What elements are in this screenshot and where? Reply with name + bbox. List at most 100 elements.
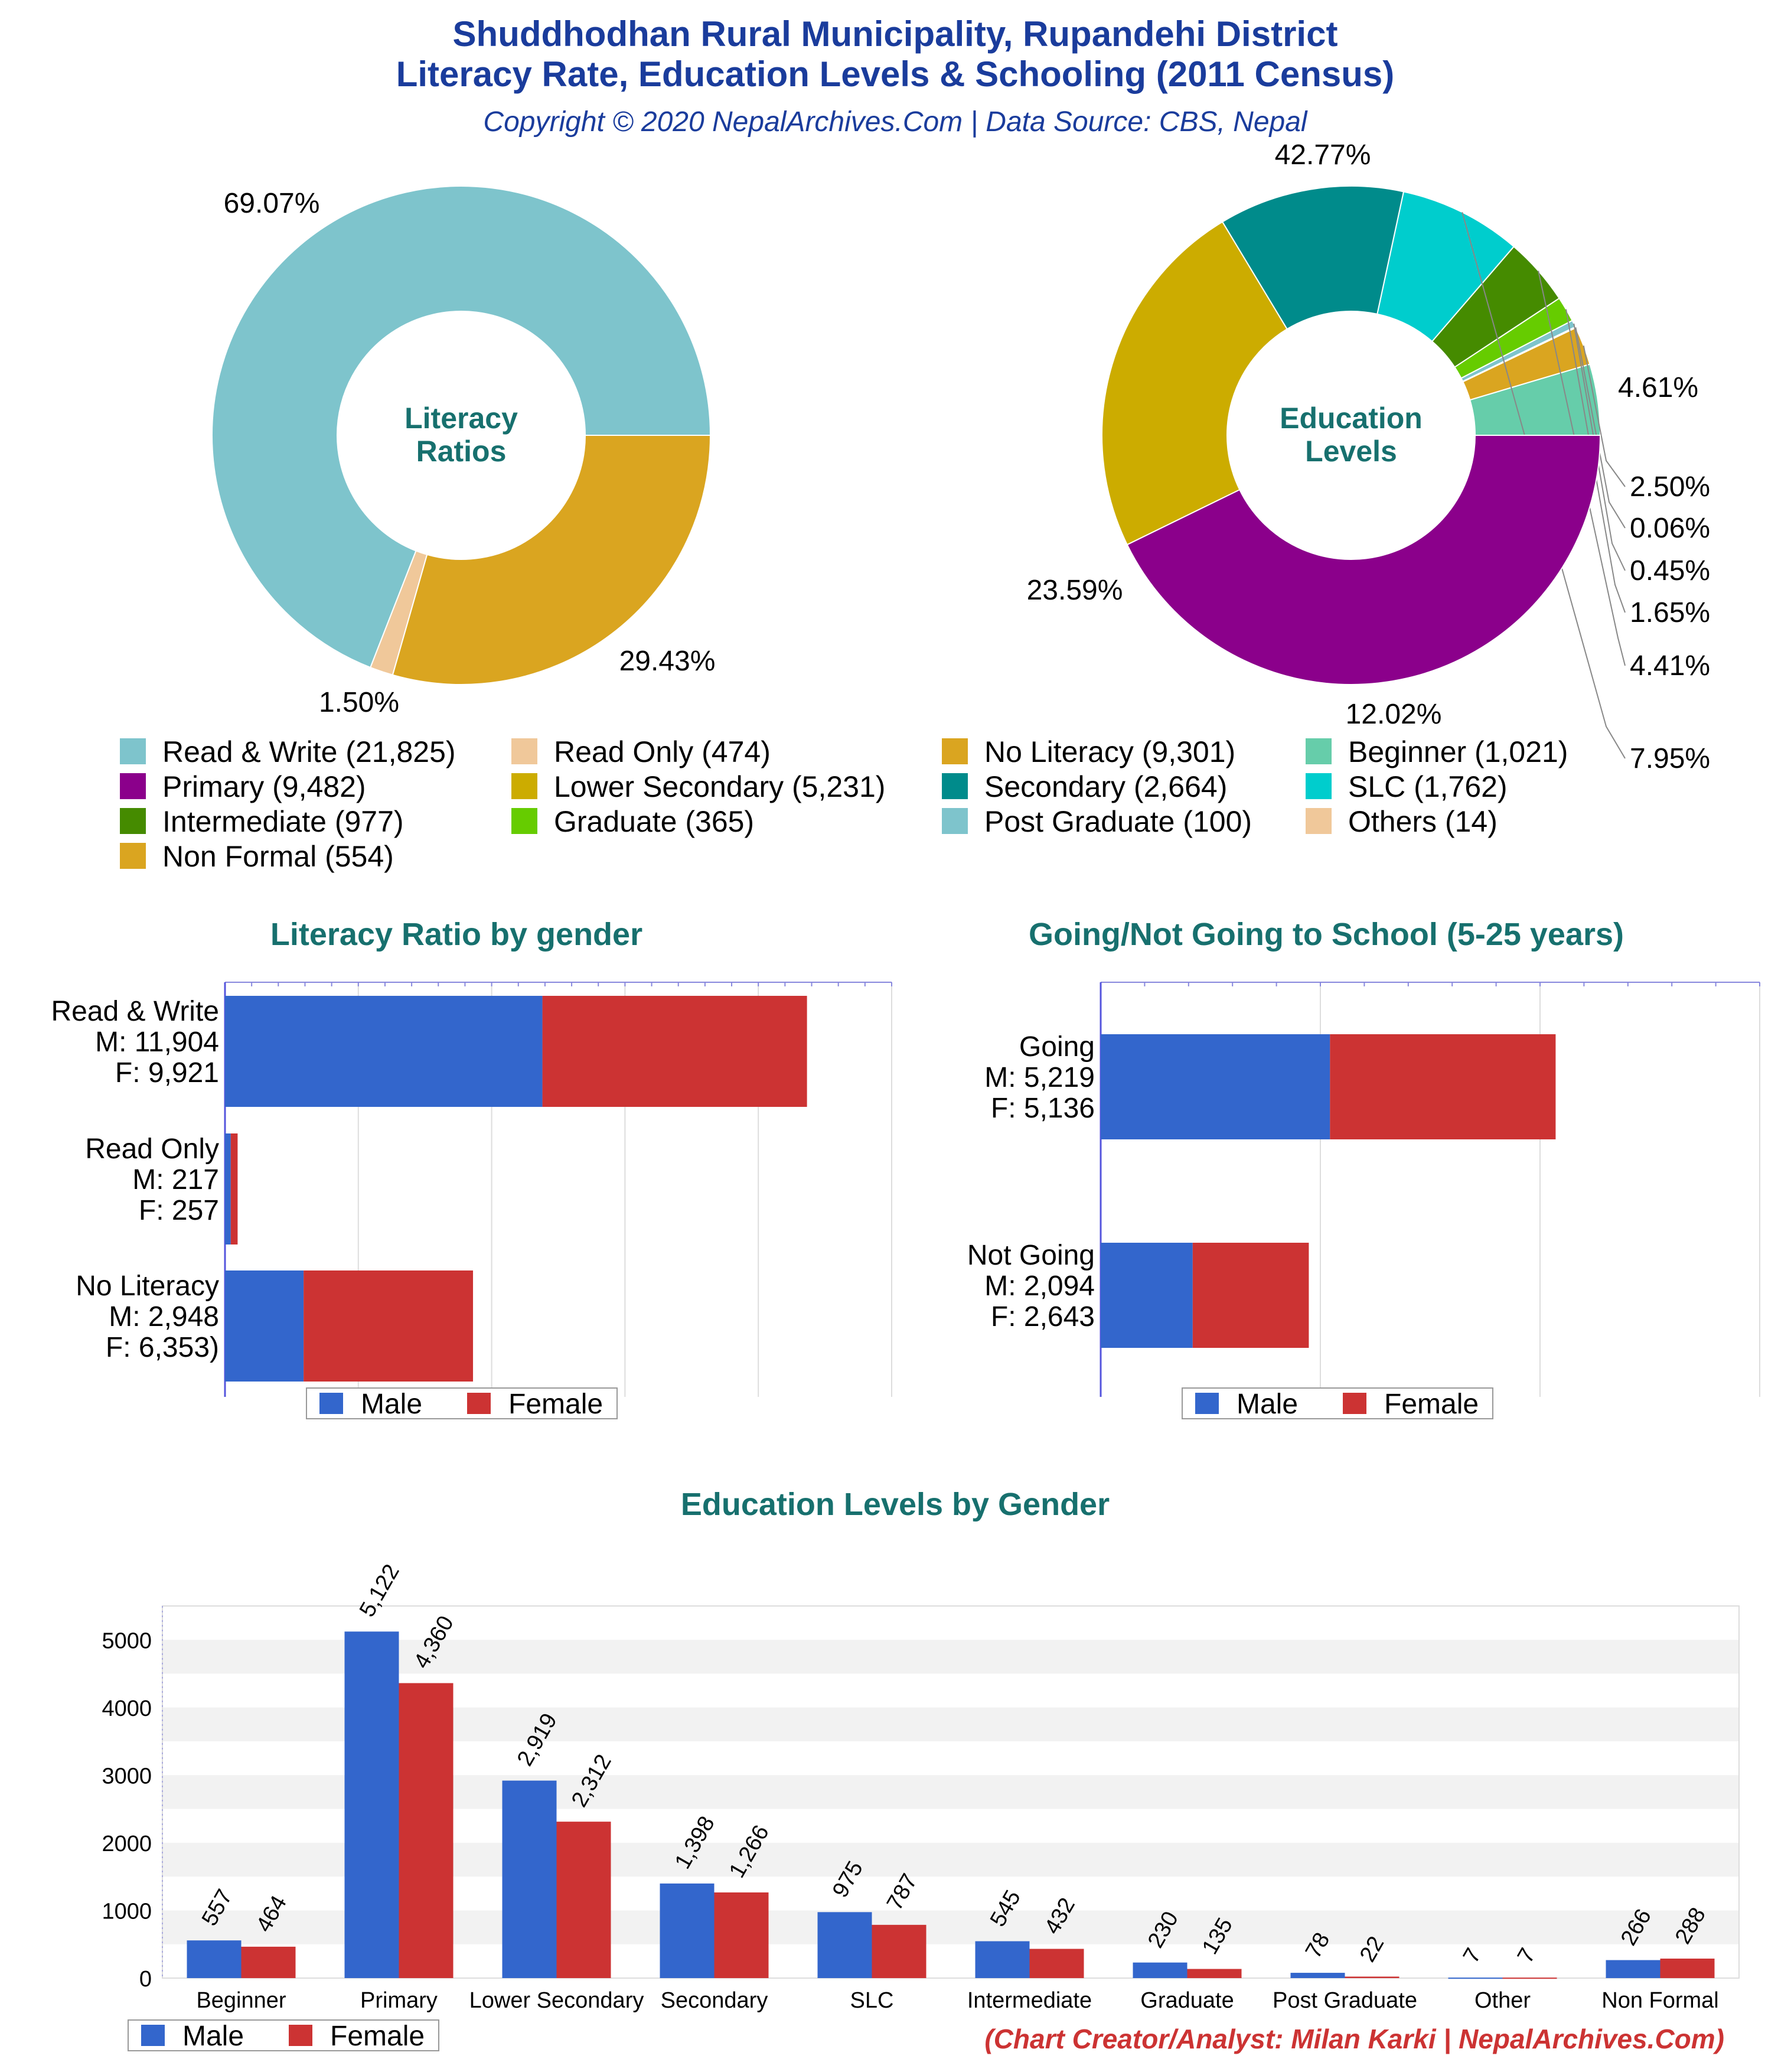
donut-legend: Read & Write (21,825) Read Only (474) No L… <box>120 735 1568 873</box>
slice-leader-line <box>1573 323 1626 571</box>
legend-swatch <box>120 808 146 834</box>
category-label: F: 5,136 <box>991 1093 1095 1124</box>
legend-swatch <box>120 843 146 869</box>
category-label: M: 2,948 <box>109 1301 219 1333</box>
bar-male <box>1101 1034 1330 1139</box>
legend-label: Graduate (365) <box>554 805 754 838</box>
legend-swatch <box>511 738 537 764</box>
legend-swatch <box>942 773 968 799</box>
donut-center-label: Literacy <box>404 402 518 435</box>
slice-leader-line <box>1538 271 1626 666</box>
slice-percent-label: 12.02% <box>1346 699 1442 730</box>
legend-swatch <box>511 808 537 834</box>
bar-female <box>1502 1977 1557 1979</box>
donut-hole <box>337 311 585 559</box>
legend-swatch-female <box>289 2025 312 2046</box>
x-category-label: Intermediate <box>967 1988 1092 2013</box>
x-category-label: SLC <box>850 1988 894 2013</box>
slice-percent-label: 4.41% <box>1630 650 1710 682</box>
legend-label: Read Only (474) <box>554 735 771 768</box>
legend-box <box>306 1387 618 1419</box>
legend-label-female: Female <box>330 2021 425 2052</box>
bar-male <box>225 996 543 1107</box>
donut-center-label: Education <box>1280 402 1423 435</box>
legend-label: Non Formal (554) <box>162 840 394 873</box>
main-title-line1: Shuddhodhan Rural Municipality, Rupandeh… <box>453 14 1338 54</box>
category-label: F: 257 <box>139 1195 219 1226</box>
bar-male <box>187 1940 242 1978</box>
slice-percent-label: 1.65% <box>1630 597 1710 628</box>
category-label: Going <box>1019 1031 1095 1063</box>
legend-label: Intermediate (977) <box>162 805 404 838</box>
bar-female <box>556 1822 611 1978</box>
y-tick-label: 0 <box>139 1967 152 1992</box>
x-category-label: Post Graduate <box>1273 1988 1417 2013</box>
slice-percent-label: 42.77% <box>1275 139 1371 171</box>
bar-female <box>1029 1949 1084 1978</box>
y-tick-label: 2000 <box>102 1832 152 1856</box>
category-label: No Literacy <box>76 1270 219 1302</box>
category-label: M: 5,219 <box>984 1062 1095 1093</box>
bar-value-label: 7 <box>1459 1944 1486 1967</box>
legend-label: Lower Secondary (5,231) <box>554 770 885 803</box>
bar-female <box>1330 1034 1556 1139</box>
bar-value-label: 7 <box>1513 1944 1541 1967</box>
bar-female <box>399 1683 454 1978</box>
legend-swatch <box>942 808 968 834</box>
slice-primary <box>1126 435 1601 685</box>
category-label: F: 9,921 <box>115 1057 219 1089</box>
legend-swatch <box>1306 808 1332 834</box>
legend-label-female: Female <box>1384 1389 1479 1420</box>
x-category-label: Graduate <box>1140 1988 1234 2013</box>
education-levels-donut: 4.61% 2.50% 0.06% 0.45% 1.65% 4.41% 7.95% 12.02… <box>1027 139 1711 774</box>
bar-female <box>1660 1959 1715 1978</box>
x-category-label: Primary <box>360 1988 438 2013</box>
bar-female <box>241 1946 296 1978</box>
category-label: M: 2,094 <box>984 1270 1095 1302</box>
bar-male <box>344 1631 399 1978</box>
legend-swatch <box>942 738 968 764</box>
bar-male <box>660 1883 715 1978</box>
literacy-by-gender-title: Literacy Ratio by gender <box>270 917 642 952</box>
bar-male <box>1606 1960 1660 1978</box>
y-tick-label: 1000 <box>102 1899 152 1924</box>
legend-label: Beginner (1,021) <box>1348 735 1568 768</box>
x-category-label: Lower Secondary <box>469 1988 644 2013</box>
legend-label: Secondary (2,664) <box>984 770 1227 803</box>
legend-label: No Literacy (9,301) <box>984 735 1235 768</box>
slice-percent-label: 29.43% <box>619 646 716 677</box>
school-going-title: Going/Not Going to School (5-25 years) <box>1029 917 1624 952</box>
copyright-text: Copyright © 2020 NepalArchives.Com | Dat… <box>483 106 1307 138</box>
slice-percent-label: 0.45% <box>1630 555 1710 587</box>
legend-label: Others (14) <box>1348 805 1498 838</box>
x-category-label: Non Formal <box>1601 1988 1719 2013</box>
legend-label-female: Female <box>508 1389 603 1420</box>
slice-percent-label: 0.06% <box>1630 513 1710 544</box>
bar-male <box>975 1941 1030 1978</box>
bar-female <box>230 1133 238 1244</box>
slice-percent-label: 69.07% <box>224 188 320 219</box>
bar-male <box>817 1912 872 1978</box>
legend-label-male: Male <box>361 1389 422 1420</box>
y-tick-label: 5000 <box>102 1628 152 1653</box>
slice-leader-line <box>1461 211 1626 759</box>
legend-box <box>128 2019 439 2051</box>
donut-center-label: Ratios <box>416 435 507 468</box>
category-label: Read Only <box>85 1133 219 1165</box>
bar-female <box>872 1924 927 1978</box>
legend-swatch-female <box>467 1393 491 1414</box>
legend-swatch <box>1306 738 1332 764</box>
slice-leader-line <box>1575 327 1626 529</box>
legend-label: Read & Write (21,825) <box>162 735 456 768</box>
bar-female <box>714 1892 769 1978</box>
legend-swatch-male <box>319 1393 343 1414</box>
x-category-label: Beginner <box>196 1988 286 2013</box>
bar-male <box>1448 1977 1503 1979</box>
donut-hole <box>1227 311 1475 559</box>
bar-male <box>1101 1243 1193 1348</box>
slice-leader-line <box>1565 309 1626 613</box>
slice-percent-label: 1.50% <box>319 687 399 718</box>
